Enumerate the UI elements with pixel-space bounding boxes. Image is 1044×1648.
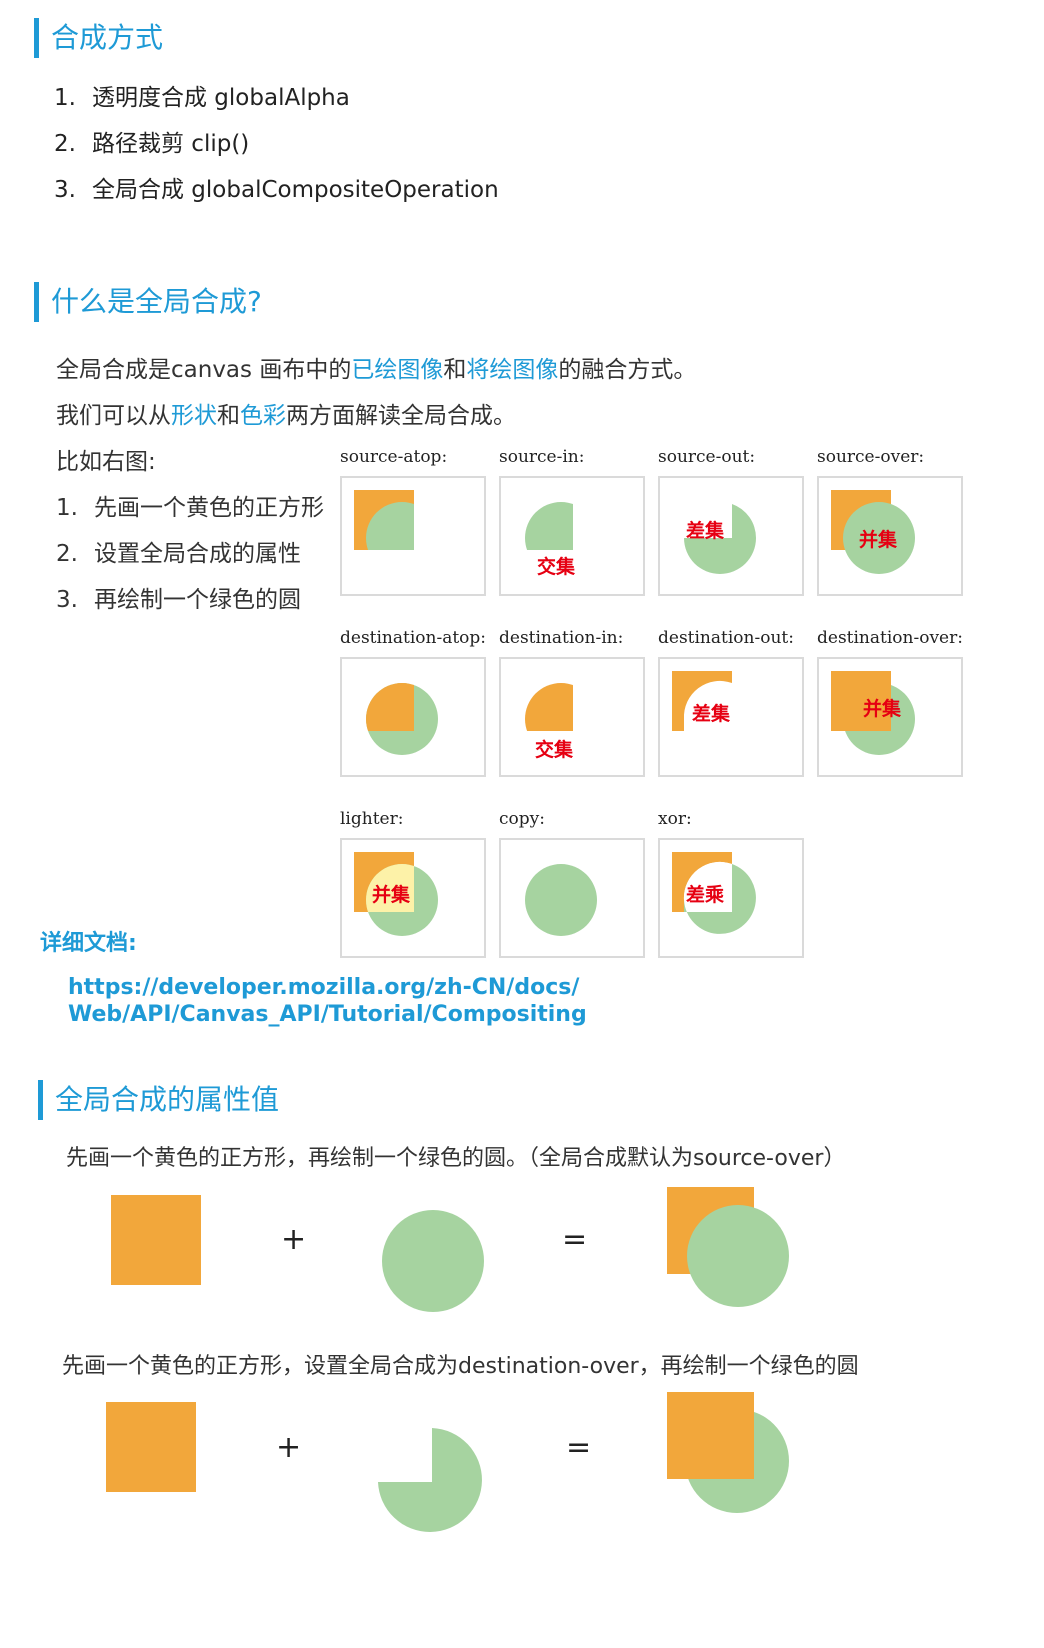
equals-sign: = <box>566 1430 592 1465</box>
text-run: 和 <box>443 357 467 383</box>
demo-xor: 差乘 <box>658 838 804 958</box>
demo-source-out: 差集 <box>658 476 804 596</box>
demo-tag: 差乘 <box>686 884 725 906</box>
list-number: 1. <box>54 85 76 111</box>
yellow-square <box>106 1402 196 1492</box>
intro-paragraph: 全局合成是canvas 画布中的已绘图像和将绘图像的融合方式。 <box>56 353 696 387</box>
demo-tag: 差集 <box>686 520 725 542</box>
list-item: 1. 透明度合成 globalAlpha <box>54 82 350 114</box>
step-text: 先画一个黄色的正方形 <box>94 495 324 521</box>
section-title-what-is-global-composite: 什么是全局合成? <box>34 282 262 322</box>
demo-graphic <box>525 683 573 731</box>
list-item: 3. 全局合成 globalCompositeOperation <box>54 174 499 206</box>
step-item: 3. 再绘制一个绿色的圆 <box>56 583 301 617</box>
demo-copy <box>499 838 645 958</box>
text-run: 的融合方式。 <box>558 357 697 383</box>
demo-tag: 差集 <box>692 703 731 725</box>
text-run: 两方面解读全局合成。 <box>286 403 516 429</box>
demo-graphic <box>354 490 414 550</box>
plus-sign: + <box>281 1222 307 1257</box>
demo-label-source-in: source-in: <box>499 447 585 467</box>
list-text: 路径裁剪 clip() <box>92 131 250 157</box>
demo-tag: 并集 <box>859 529 898 551</box>
result-destination-over <box>667 1392 789 1513</box>
text-run: 和 <box>217 403 240 429</box>
demo-label-destination-out: destination-out: <box>658 628 794 648</box>
result-source-over <box>667 1187 789 1307</box>
step-text: 再绘制一个绿色的圆 <box>94 587 301 613</box>
demo-graphic <box>525 502 573 550</box>
section-title-property-values: 全局合成的属性值 <box>38 1080 279 1120</box>
highlight-to-draw-image: 将绘图像 <box>466 357 559 383</box>
list-text: 全局合成 globalCompositeOperation <box>92 177 499 203</box>
demo-destination-in: 交集 <box>499 657 645 777</box>
doc-link-line-1[interactable]: https://developer.mozilla.org/zh-CN/docs… <box>68 975 580 1000</box>
demo-tag: 交集 <box>537 556 576 578</box>
demo-graphic <box>525 864 597 936</box>
demo-label-xor: xor: <box>658 809 692 829</box>
demo-tag: 并集 <box>863 698 902 720</box>
demo-label-source-over: source-over: <box>817 447 925 467</box>
demo-source-atop <box>340 476 486 596</box>
demo-destination-atop <box>340 657 486 777</box>
text-run: 我们可以从 <box>56 403 171 429</box>
demo-source-in: 交集 <box>499 476 645 596</box>
green-circle <box>382 1210 484 1312</box>
doc-link-line-2[interactable]: Web/API/Canvas_API/Tutorial/Compositing <box>68 1002 587 1027</box>
step-number: 2. <box>56 541 78 567</box>
highlight-color: 色彩 <box>240 403 286 429</box>
list-item: 2. 路径裁剪 clip() <box>54 128 249 160</box>
demo-destination-out: 差集 <box>658 657 804 777</box>
highlight-drawn-image: 已绘图像 <box>351 357 444 383</box>
highlight-shape: 形状 <box>171 403 217 429</box>
demo-label-destination-in: destination-in: <box>499 628 624 648</box>
yellow-square <box>111 1195 201 1285</box>
step-number: 3. <box>56 587 78 613</box>
demo-graphic <box>831 671 915 755</box>
demo-label-copy: copy: <box>499 809 545 829</box>
demo-label-lighter: lighter: <box>340 809 404 829</box>
example-description-2: 先画一个黄色的正方形，设置全局合成为destination-over，再绘制一个… <box>62 1354 859 1379</box>
demo-graphic <box>831 490 915 574</box>
green-circle-partial <box>378 1428 482 1532</box>
demo-tag: 交集 <box>535 739 574 761</box>
demo-label-source-out: source-out: <box>658 447 756 467</box>
text-run: 全局合成是canvas 画布中的 <box>56 357 352 383</box>
demo-lighter: 并集 <box>340 838 486 958</box>
demo-graphic <box>684 504 757 574</box>
list-number: 2. <box>54 131 76 157</box>
demo-graphic <box>672 852 756 934</box>
demo-graphic <box>354 852 438 936</box>
step-number: 1. <box>56 495 78 521</box>
example-label: 比如右图: <box>56 449 156 475</box>
intro-paragraph-2: 我们可以从形状和色彩两方面解读全局合成。 <box>56 399 516 433</box>
plus-sign: + <box>276 1430 302 1465</box>
demo-label-destination-atop: destination-atop: <box>340 628 487 648</box>
demo-tag: 并集 <box>372 884 411 906</box>
step-item: 2. 设置全局合成的属性 <box>56 537 301 571</box>
example-description-1: 先画一个黄色的正方形，再绘制一个绿色的圆。（全局合成默认为source-over… <box>66 1146 846 1171</box>
list-number: 3. <box>54 177 76 203</box>
demo-graphic <box>366 683 438 755</box>
demo-label-destination-over: destination-over: <box>817 628 963 648</box>
doc-label: 详细文档: <box>40 931 137 956</box>
demo-label-source-atop: source-atop: <box>340 447 448 467</box>
demo-graphic <box>672 671 732 731</box>
equals-sign: = <box>562 1222 588 1257</box>
demo-source-over: 并集 <box>817 476 963 596</box>
section-title-composite-methods: 合成方式 <box>34 18 163 58</box>
step-item: 1. 先画一个黄色的正方形 <box>56 491 324 525</box>
step-text: 设置全局合成的属性 <box>94 541 301 567</box>
list-text: 透明度合成 globalAlpha <box>92 85 350 111</box>
demo-destination-over: 并集 <box>817 657 963 777</box>
